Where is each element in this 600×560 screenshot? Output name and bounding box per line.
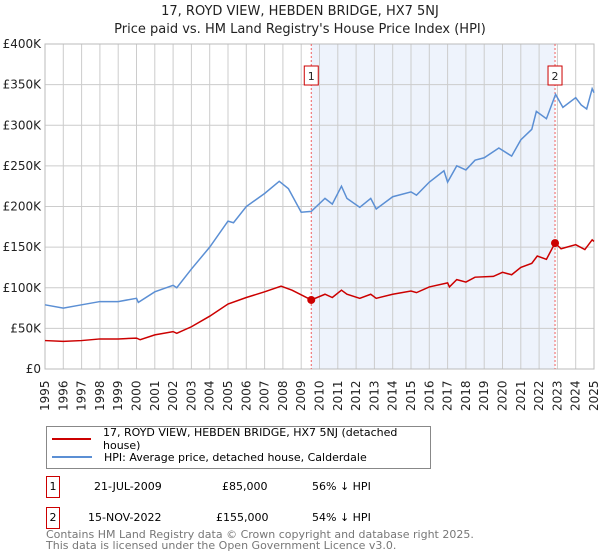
- sale-price: £155,000: [216, 511, 269, 524]
- x-tick-label: 2023: [550, 380, 564, 411]
- legend-label: HPI: Average price, detached house, Cald…: [104, 450, 367, 464]
- x-tick-label: 2007: [258, 380, 272, 411]
- chart-subtitle: Price paid vs. HM Land Registry's House …: [114, 22, 486, 37]
- x-tick-label: 1995: [38, 380, 52, 411]
- y-tick-label: £0: [26, 362, 41, 376]
- legend-swatch: [52, 438, 91, 440]
- y-tick-label: £50K: [10, 321, 42, 335]
- y-tick-label: £150K: [3, 240, 43, 254]
- sale-point: [307, 295, 316, 304]
- legend-swatch: [52, 456, 92, 458]
- x-tick-label: 2008: [276, 380, 290, 411]
- sale-price: £85,000: [222, 480, 268, 493]
- sale-marker-label: 1: [46, 476, 60, 498]
- x-tick-label: 2011: [331, 380, 345, 411]
- sale-marker-label: 2: [46, 507, 60, 529]
- sale-date: 21-JUL-2009: [94, 480, 162, 493]
- sale-marker-box: [303, 65, 319, 86]
- sale-marker-box: [547, 65, 563, 86]
- x-tick-label: 2020: [496, 380, 510, 411]
- x-tick-label: 2012: [349, 380, 363, 411]
- x-tick-label: 2018: [459, 380, 473, 411]
- x-tick-label: 1998: [93, 380, 107, 411]
- x-tick-label: 2013: [367, 380, 381, 411]
- x-tick-label: 2022: [532, 380, 546, 411]
- x-tick-label: 2024: [569, 380, 583, 411]
- x-tick-label: 1999: [111, 380, 125, 411]
- y-tick-label: £350K: [3, 78, 43, 92]
- x-tick-label: 2015: [404, 380, 418, 411]
- sale-hpi-diff: 56% ↓ HPI: [312, 480, 371, 493]
- sale-hpi-diff: 54% ↓ HPI: [312, 511, 371, 524]
- x-tick-label: 2003: [184, 380, 198, 411]
- series-line: [44, 238, 595, 343]
- series-line: [44, 86, 595, 309]
- x-tick-label: 2002: [166, 380, 180, 411]
- chart-title: 17, ROYD VIEW, HEBDEN BRIDGE, HX7 5NJ: [161, 4, 439, 19]
- x-tick-label: 2019: [477, 380, 491, 411]
- x-tick-label: 2004: [203, 380, 217, 411]
- x-tick-label: 2005: [221, 380, 235, 411]
- legend: 17, ROYD VIEW, HEBDEN BRIDGE, HX7 5NJ (d…: [46, 426, 431, 469]
- x-tick-label: 2009: [294, 380, 308, 411]
- sale-marker-number: 2: [552, 70, 559, 83]
- x-tick-label: 2014: [386, 380, 400, 411]
- y-tick-label: £100K: [3, 281, 43, 295]
- legend-item-property: 17, ROYD VIEW, HEBDEN BRIDGE, HX7 5NJ (d…: [47, 426, 430, 452]
- legend-label: 17, ROYD VIEW, HEBDEN BRIDGE, HX7 5NJ (d…: [103, 426, 398, 452]
- x-tick-label: 2000: [130, 380, 144, 411]
- y-tick-label: £300K: [3, 118, 43, 132]
- legend-item-hpi: HPI: Average price, detached house, Cald…: [47, 449, 367, 465]
- x-tick-label: 2010: [313, 380, 327, 411]
- x-tick-label: 2017: [441, 380, 455, 411]
- footer-licence: This data is licensed under the Open Gov…: [46, 539, 397, 552]
- sale-date: 15-NOV-2022: [88, 511, 162, 524]
- x-tick-label: 2006: [239, 380, 253, 411]
- line-chart: 1995 1996 1997 1998 1999 2000 2001 2002 2003 2004…: [3, 37, 600, 411]
- x-tick-label: 2001: [148, 380, 162, 411]
- x-tick-label: 1996: [56, 380, 70, 411]
- x-tick-label: 2021: [514, 380, 528, 411]
- x-tick-label: 1997: [75, 380, 89, 411]
- y-tick-label: £400K: [3, 37, 43, 51]
- sale-point: [551, 239, 560, 248]
- y-tick-label: £250K: [3, 159, 43, 173]
- footer-copyright: Contains HM Land Registry data © Crown c…: [46, 528, 474, 541]
- sale-marker-number: 1: [308, 70, 315, 83]
- x-tick-label: 2016: [422, 380, 436, 411]
- x-tick-label: 2025: [587, 380, 600, 411]
- y-tick-label: £200K: [3, 200, 43, 214]
- plot-frame: [44, 43, 595, 370]
